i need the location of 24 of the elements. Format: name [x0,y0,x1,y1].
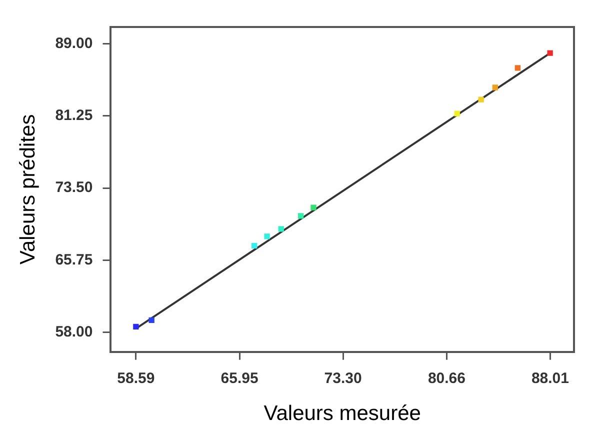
point [478,96,484,102]
y-tick-label: 65.75 [55,251,93,268]
point [133,324,139,330]
point [278,226,284,232]
point [492,84,498,90]
y-tick-label: 89.00 [55,34,93,52]
x-tick-label: 88.01 [531,370,569,387]
point [310,204,316,210]
y-tick-label: 81.25 [55,107,93,124]
point [514,65,521,71]
point [298,213,304,219]
x-tick-label: 65.95 [220,370,258,387]
y-tick-label: 73.50 [55,179,93,196]
x-axis-title: Valeurs mesurée [264,402,421,426]
point [547,50,553,56]
point [454,110,460,116]
x-tick-label: 73.30 [324,370,362,387]
point [264,234,270,240]
point [148,317,154,323]
x-tick-label: 58.59 [117,370,155,387]
y-tick-label: 58.00 [55,323,93,340]
x-tick-label: 80.66 [428,370,466,387]
y-axis-title: Valeurs prédites [16,114,40,264]
point [252,242,258,249]
